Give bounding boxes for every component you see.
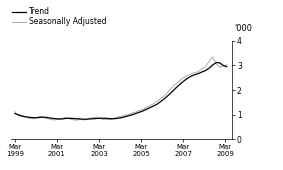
Seasonally Adjusted (29, 117, 32, 120)
Seasonally Adjusted (201, 68, 204, 70)
Trend (13, 113, 17, 115)
Trend (201, 71, 204, 73)
Line: Seasonally Adjusted: Seasonally Adjusted (15, 57, 227, 120)
Seasonally Adjusted (13, 111, 17, 113)
Seasonally Adjusted (145, 107, 148, 109)
Trend (82, 118, 85, 120)
Line: Trend: Trend (15, 63, 227, 119)
Seasonally Adjusted (225, 64, 228, 66)
Seasonally Adjusted (74, 119, 78, 121)
Seasonally Adjusted (120, 115, 123, 117)
Trend (145, 108, 148, 110)
Text: '000: '000 (234, 24, 252, 33)
Trend (53, 118, 57, 120)
Seasonally Adjusted (53, 119, 57, 121)
Seasonally Adjusted (211, 56, 215, 58)
Trend (215, 62, 218, 64)
Legend: Trend, Seasonally Adjusted: Trend, Seasonally Adjusted (12, 7, 107, 26)
Trend (67, 117, 71, 119)
Trend (29, 116, 32, 118)
Trend (225, 66, 228, 68)
Trend (120, 117, 123, 119)
Seasonally Adjusted (67, 118, 71, 120)
